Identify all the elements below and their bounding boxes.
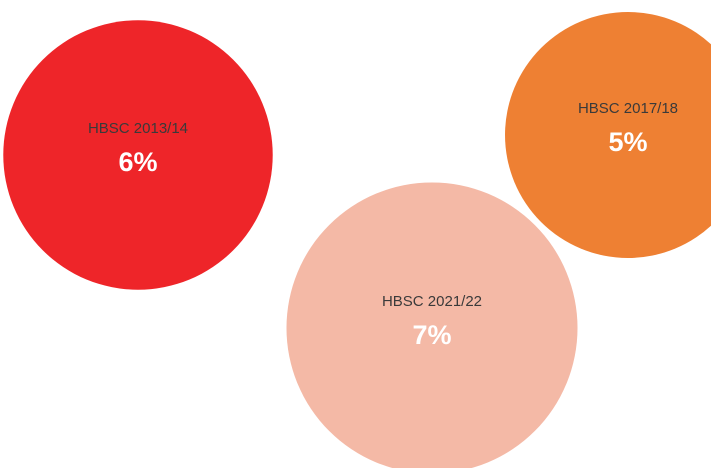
bubble-value: 6% xyxy=(118,147,157,177)
bubble-label: HBSC 2017/18 xyxy=(578,100,678,117)
bubble-value: 5% xyxy=(608,127,647,157)
bubble xyxy=(3,20,273,290)
bubble xyxy=(286,182,578,468)
bubble-label: HBSC 2021/22 xyxy=(382,293,482,310)
bubble-label: HBSC 2013/14 xyxy=(88,120,188,137)
bubble xyxy=(505,12,711,258)
bubble-value: 7% xyxy=(412,320,451,350)
